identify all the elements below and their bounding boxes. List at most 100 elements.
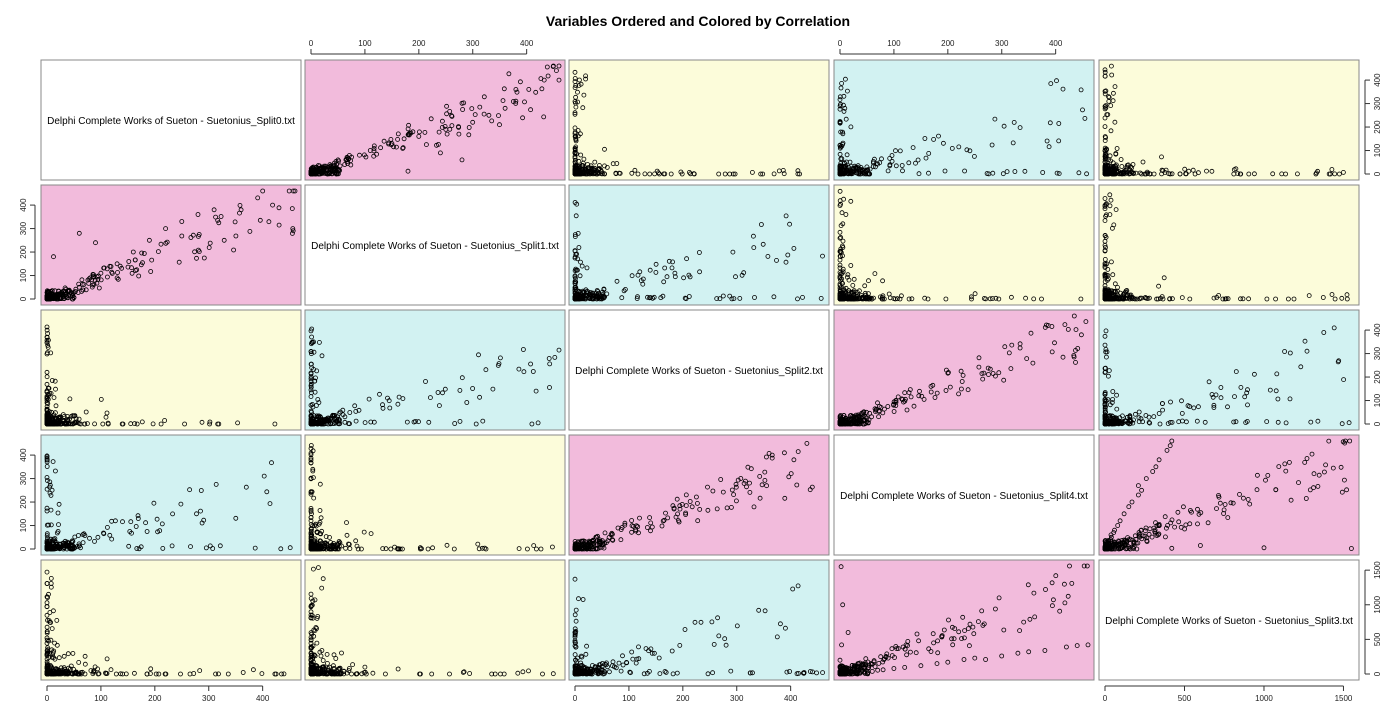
point-0-3-122 xyxy=(931,136,936,142)
panel-2-3 xyxy=(833,309,1095,431)
point-0-2-91 xyxy=(572,85,578,91)
point-1-0-229 xyxy=(70,292,75,298)
point-0-1-158 xyxy=(374,151,380,157)
point-1-3-61 xyxy=(987,296,993,302)
point-1-2-63 xyxy=(584,265,590,271)
point-1-2-123 xyxy=(733,274,738,280)
point-0-1-133 xyxy=(518,79,523,85)
point-0-3-49 xyxy=(989,142,995,148)
point-0-4-159 xyxy=(1196,170,1201,176)
point-0-3-148 xyxy=(837,145,843,151)
point-0-1-264 xyxy=(335,157,341,163)
point-1-3-105 xyxy=(969,296,974,302)
point-0-1-63 xyxy=(400,145,406,151)
point-0-3-119 xyxy=(972,153,977,159)
point-1-0-274 xyxy=(238,207,244,213)
point-0-4-161 xyxy=(1183,171,1189,177)
point-0-4-237 xyxy=(1121,170,1127,176)
point-0-3-92 xyxy=(837,94,843,100)
point-0-3-136 xyxy=(872,156,877,162)
chart-title: Variables Ordered and Colored by Correla… xyxy=(546,13,850,29)
point-0-1-6 xyxy=(481,94,487,100)
point-1-0-220 xyxy=(73,289,78,294)
point-0-1-70 xyxy=(489,118,495,124)
point-1-3-28 xyxy=(848,263,854,268)
point-1-0-272 xyxy=(195,212,201,217)
point-1-3-120 xyxy=(1023,295,1028,301)
point-1-2-111 xyxy=(575,230,581,236)
point-1-2-140 xyxy=(800,294,805,300)
point-0-4-245 xyxy=(1103,163,1109,169)
point-1-2-247 xyxy=(599,294,605,300)
point-1-2-257 xyxy=(572,294,578,300)
point-0-3-121 xyxy=(1017,125,1023,130)
point-0-1-156 xyxy=(406,122,412,128)
point-0-3-102 xyxy=(874,161,879,167)
point-0-4-45 xyxy=(1209,168,1215,174)
point-0-2-145 xyxy=(575,133,581,139)
point-1-2-252 xyxy=(600,289,605,295)
point-0-3-76 xyxy=(964,147,970,153)
point-0-2-90 xyxy=(635,171,641,177)
point-1-2-87 xyxy=(634,296,640,302)
point-1-2-162 xyxy=(697,269,702,275)
point-0-3-62 xyxy=(1047,120,1053,126)
point-0-1-90 xyxy=(381,138,387,144)
point-0-1-104 xyxy=(472,112,478,117)
point-0-4-259 xyxy=(1111,171,1117,177)
point-0-1-125 xyxy=(408,130,414,136)
point-1-2-119 xyxy=(621,288,627,294)
point-1-2-239 xyxy=(583,289,589,295)
point-1-0-118 xyxy=(115,276,121,282)
point-0-3-168 xyxy=(840,140,846,146)
point-0-4-153 xyxy=(1279,171,1285,177)
point-1-3-8 xyxy=(838,234,844,240)
diagonal-label-3: Delphi Complete Works of Sueton - Sueton… xyxy=(840,491,1088,502)
point-0-3-114 xyxy=(1000,171,1006,177)
point-1-0-234 xyxy=(71,295,77,301)
point-1-0-96 xyxy=(96,285,102,291)
point-1-2-166 xyxy=(572,281,578,287)
point-0-3-258 xyxy=(866,171,872,177)
point-1-0-33 xyxy=(114,275,120,281)
point-1-2-42 xyxy=(572,255,578,261)
point-0-1-149 xyxy=(466,125,472,130)
point-0-3-159 xyxy=(1054,78,1059,84)
point-0-3-155 xyxy=(889,153,895,158)
point-1-0-263 xyxy=(66,288,71,294)
point-1-0-94 xyxy=(141,251,147,256)
point-0-3-141 xyxy=(900,168,905,174)
point-1-2-88 xyxy=(759,222,764,227)
point-1-0-155 xyxy=(94,280,100,286)
point-0-4-248 xyxy=(1102,171,1108,177)
point-0-2-22 xyxy=(629,170,635,176)
point-0-4-77 xyxy=(1147,171,1152,177)
point-0-2-138 xyxy=(580,105,586,111)
point-0-3-86 xyxy=(841,109,847,114)
point-0-1-268 xyxy=(416,133,422,139)
point-1-0-99 xyxy=(289,206,295,212)
point-0-2-1 xyxy=(592,159,598,165)
point-0-2-155 xyxy=(572,131,578,137)
point-0-4-32 xyxy=(1163,167,1169,173)
point-1-0-134 xyxy=(231,247,237,253)
diagonal-label-0: Delphi Complete Works of Sueton - Sueton… xyxy=(47,116,295,127)
point-0-1-258 xyxy=(336,167,342,173)
point-0-1-160 xyxy=(447,109,453,114)
point-0-1-12 xyxy=(539,86,545,92)
point-0-3-257 xyxy=(838,163,843,169)
point-0-2-81 xyxy=(732,171,738,177)
point-1-2-207 xyxy=(594,288,600,293)
point-0-4-123 xyxy=(1143,171,1149,177)
point-0-4-135 xyxy=(1167,171,1173,177)
panel-1-0 xyxy=(40,184,302,306)
point-1-3-123 xyxy=(845,272,851,278)
panel-4-0 xyxy=(40,559,302,681)
point-0-4-8 xyxy=(1237,171,1243,177)
point-1-3-121 xyxy=(1031,296,1037,302)
point-1-0-258 xyxy=(60,296,66,302)
point-0-1-169 xyxy=(541,77,547,83)
point-0-4-98 xyxy=(1110,98,1116,104)
point-1-0-59 xyxy=(132,257,138,263)
point-0-1-278 xyxy=(437,150,443,156)
